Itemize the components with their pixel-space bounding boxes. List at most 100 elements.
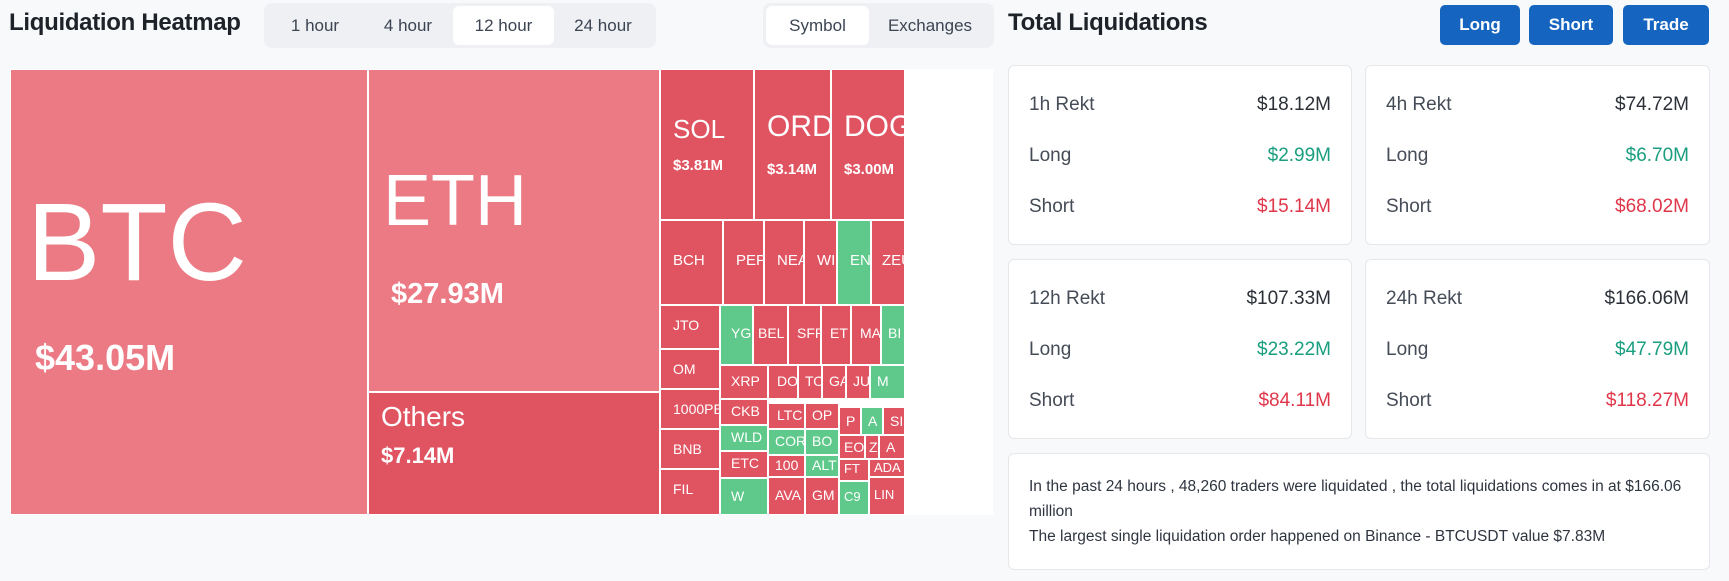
- treemap-cell-alt[interactable]: ALT: [805, 455, 839, 477]
- rekt-label: 1h Rekt: [1029, 94, 1095, 115]
- treemap-cell-eo[interactable]: EO: [839, 435, 865, 459]
- rekt-card-1h: 1h Rekt $18.12M Long $2.99M Short $15.14M: [1008, 65, 1352, 245]
- treemap-cell-bnb[interactable]: BNB: [660, 429, 720, 469]
- treemap-cell-zeu[interactable]: ZEU: [871, 220, 905, 305]
- treemap-cell-1000pe[interactable]: 1000PE: [660, 389, 720, 429]
- treemap-cell-sol[interactable]: SOL $3.81M: [660, 69, 754, 220]
- trade-button[interactable]: Trade: [1623, 5, 1709, 45]
- short-value: $118.27M: [1605, 390, 1689, 411]
- total-liquidations-title: Total Liquidations: [1008, 9, 1208, 36]
- treemap-cell-sfp[interactable]: SFP: [788, 305, 821, 365]
- treemap-cell-btc[interactable]: BTC $43.05M: [10, 69, 368, 515]
- treemap-cell-w[interactable]: W: [720, 478, 768, 515]
- long-button[interactable]: Long: [1440, 5, 1520, 45]
- treemap-cell-symbol: TO: [805, 373, 821, 389]
- treemap-cell-fil[interactable]: FIL: [660, 469, 720, 515]
- time-option-1h[interactable]: 1 hour: [290, 16, 340, 35]
- heatmap-title: Liquidation Heatmap: [9, 9, 241, 36]
- treemap-cell-do[interactable]: DO: [768, 365, 798, 399]
- treemap-cell-gm[interactable]: GM: [805, 477, 839, 515]
- treemap-cell-etc[interactable]: ETC: [720, 451, 768, 478]
- rekt-label: 12h Rekt: [1029, 288, 1106, 309]
- treemap-cell-symbol: A: [868, 413, 878, 429]
- treemap-cell-bo[interactable]: BO: [805, 429, 839, 455]
- view-option-exchanges[interactable]: Exchanges: [887, 16, 973, 35]
- treemap-cell-symbol: YGG: [731, 325, 752, 341]
- treemap-cell-symbol: BO: [812, 433, 833, 449]
- treemap-cell-value: $3.14M: [767, 161, 818, 178]
- long-label: Long: [1029, 339, 1072, 360]
- long-label: Long: [1386, 339, 1429, 360]
- treemap-cell-p[interactable]: P: [839, 407, 861, 435]
- treemap-cell-jto[interactable]: JTO: [660, 305, 720, 349]
- treemap-cell-symbol: GA: [829, 373, 845, 389]
- treemap-cell-doge[interactable]: DOGE $3.00M: [831, 69, 905, 220]
- short-button[interactable]: Short: [1529, 5, 1613, 45]
- treemap-cell-m[interactable]: M: [870, 365, 905, 399]
- treemap-cell-100[interactable]: 100: [768, 455, 805, 477]
- treemap-cell-ena[interactable]: ENA: [837, 220, 871, 305]
- treemap-cell-value: $3.81M: [673, 157, 724, 174]
- treemap-cell-ava[interactable]: AVA: [768, 477, 805, 515]
- time-option-12h[interactable]: 12 hour: [453, 6, 554, 45]
- treemap-cell-ju[interactable]: JU: [846, 365, 870, 399]
- treemap-cell-to[interactable]: TO: [798, 365, 822, 399]
- treemap-cell-a[interactable]: A: [861, 407, 883, 435]
- treemap-cell-c9[interactable]: C9: [839, 481, 869, 515]
- treemap-cell-cor[interactable]: COR: [768, 429, 805, 455]
- short-value: $68.02M: [1615, 196, 1689, 217]
- time-option-4h[interactable]: 4 hour: [383, 16, 433, 35]
- treemap-cell-ckb[interactable]: CKB: [720, 399, 768, 425]
- treemap-cell-ga[interactable]: GA: [822, 365, 846, 399]
- treemap-cell-bi[interactable]: BI: [881, 305, 905, 365]
- long-value: $23.22M: [1257, 339, 1331, 360]
- treemap-cell-near[interactable]: NEAR: [764, 220, 804, 305]
- short-value: $15.14M: [1257, 196, 1331, 217]
- treemap-cell-ada[interactable]: ADA: [869, 459, 905, 477]
- rekt-total: $74.72M: [1615, 94, 1689, 115]
- rekt-card-4h: 4h Rekt $74.72M Long $6.70M Short $68.02M: [1365, 65, 1710, 245]
- treemap-cell-op[interactable]: OP: [805, 403, 839, 429]
- time-option-24h[interactable]: 24 hour: [574, 16, 632, 35]
- treemap-cell-ltc[interactable]: LTC: [768, 403, 805, 429]
- treemap-cell-xrp[interactable]: XRP: [720, 365, 768, 399]
- treemap-cell-symbol: AVA: [775, 487, 801, 503]
- treemap-cell-symbol: ORDI: [767, 110, 830, 143]
- treemap-cell-symbol: BTC: [27, 181, 247, 304]
- liquidation-summary: In the past 24 hours , 48,260 traders we…: [1008, 453, 1710, 570]
- treemap-cell-wif[interactable]: WIF: [804, 220, 837, 305]
- treemap-cell-lin[interactable]: LIN: [869, 477, 905, 515]
- long-label: Long: [1029, 145, 1072, 166]
- treemap-cell-om[interactable]: OM: [660, 349, 720, 389]
- short-label: Short: [1386, 196, 1432, 217]
- short-label: Short: [1029, 390, 1075, 411]
- treemap-cell-symbol: ADA: [874, 460, 901, 475]
- treemap-cell-symbol: DO: [777, 373, 798, 389]
- view-option-symbol[interactable]: Symbol: [766, 6, 869, 45]
- treemap-cell-symbol: MA: [860, 325, 881, 341]
- treemap-cell-eth[interactable]: ETH $27.93M: [368, 69, 660, 392]
- treemap-cell-ordi[interactable]: ORDI $3.14M: [754, 69, 831, 220]
- treemap-cell-pepe[interactable]: PEPE: [723, 220, 764, 305]
- treemap-cell-si[interactable]: SI: [883, 407, 905, 435]
- treemap-cell-symbol: A: [886, 439, 896, 455]
- treemap-cell-a[interactable]: A: [879, 435, 905, 459]
- treemap-cell-symbol: 100: [775, 457, 799, 473]
- treemap-cell-bch[interactable]: BCH: [660, 220, 723, 305]
- treemap-cell-ma[interactable]: MA: [851, 305, 881, 365]
- treemap-cell-symbol: BCH: [673, 252, 705, 269]
- treemap-cell-et[interactable]: ET: [821, 305, 851, 365]
- treemap-cell-ft[interactable]: FT: [839, 459, 869, 481]
- treemap-cell-ygg[interactable]: YGG: [720, 305, 753, 365]
- treemap-cell-symbol: OM: [673, 361, 696, 377]
- treemap-cell-z[interactable]: Z: [865, 435, 879, 459]
- treemap-cell-symbol: P: [846, 413, 856, 429]
- treemap-cell-value: $3.00M: [844, 161, 895, 178]
- treemap-cell-bel[interactable]: BEL: [753, 305, 788, 365]
- treemap-cell-symbol: C9: [844, 489, 861, 504]
- summary-traders-text: In the past 24 hours , 48,260 traders we…: [1029, 478, 1682, 520]
- treemap-cell-symbol: ET: [830, 325, 848, 341]
- treemap-cell-others[interactable]: Others $7.14M: [368, 392, 660, 515]
- treemap-cell-wld[interactable]: WLD: [720, 425, 768, 451]
- treemap-cell-symbol: JU: [853, 373, 870, 389]
